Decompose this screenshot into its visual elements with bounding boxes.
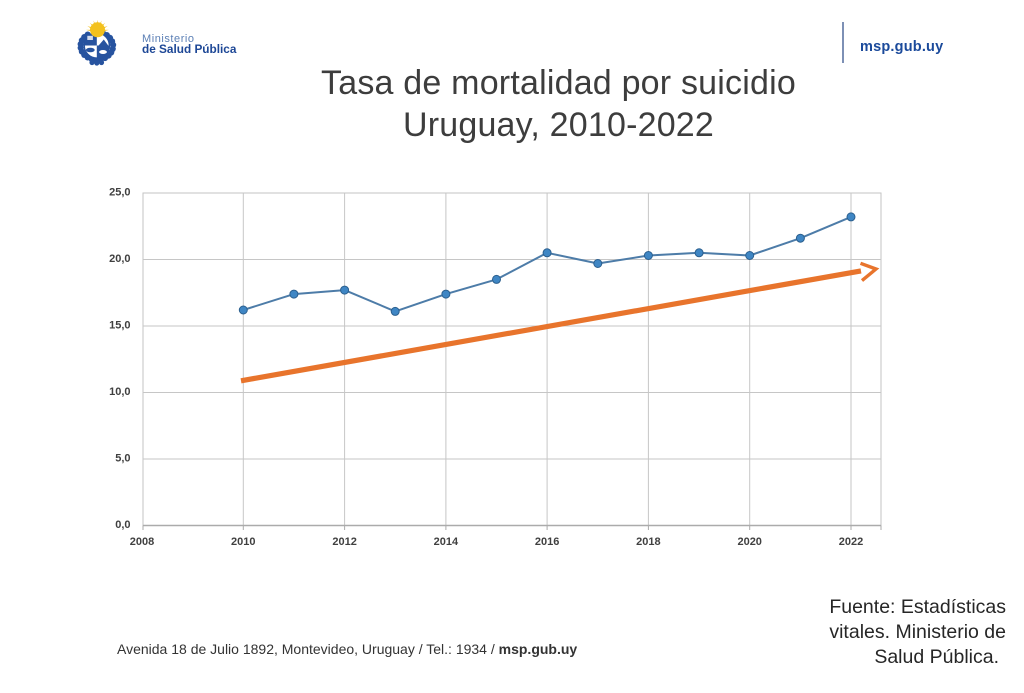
svg-text:2020: 2020 <box>737 536 761 548</box>
svg-text:2016: 2016 <box>535 536 559 548</box>
svg-text:2012: 2012 <box>332 536 356 548</box>
svg-text:25,0: 25,0 <box>109 187 130 199</box>
svg-text:2014: 2014 <box>434 536 459 548</box>
svg-text:0,0: 0,0 <box>115 519 130 531</box>
svg-text:20,0: 20,0 <box>109 253 130 265</box>
svg-text:2010: 2010 <box>231 536 255 548</box>
svg-text:2022: 2022 <box>839 536 863 548</box>
svg-text:2008: 2008 <box>130 536 154 548</box>
svg-text:15,0: 15,0 <box>109 320 130 332</box>
svg-text:5,0: 5,0 <box>115 453 130 465</box>
svg-text:2018: 2018 <box>636 536 660 548</box>
svg-text:10,0: 10,0 <box>109 386 130 398</box>
